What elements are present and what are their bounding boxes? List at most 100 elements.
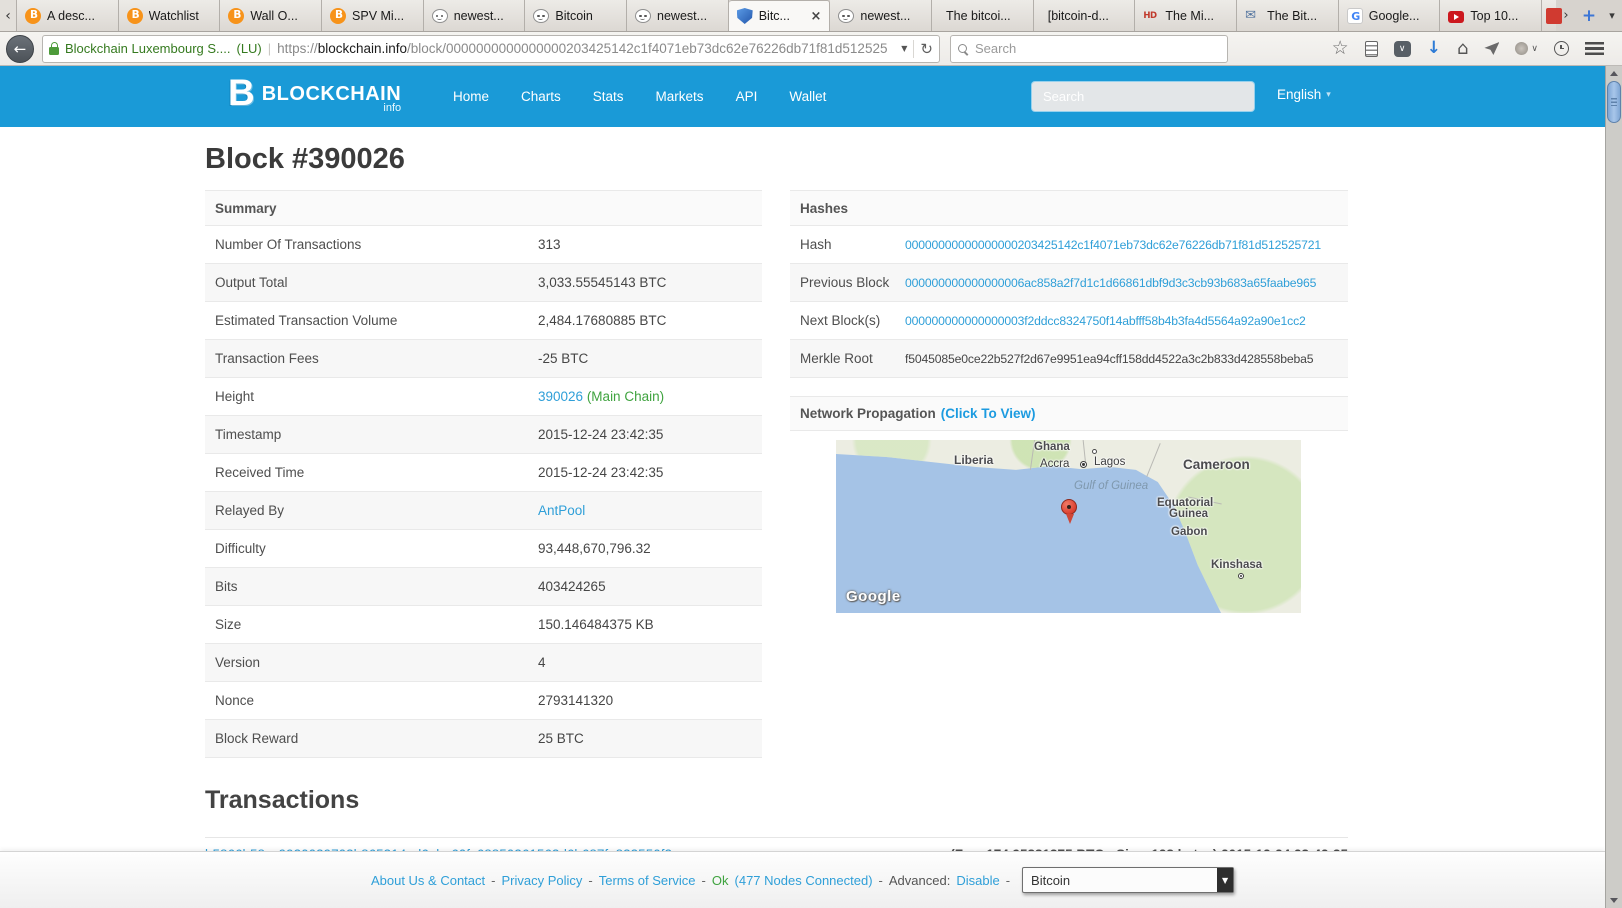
site-nav-wallet[interactable]: Wallet [789,89,827,104]
summary-header: Summary [205,190,762,226]
row-label: Transaction Fees [215,351,319,366]
table-row: Merkle Root f5045085e0ce22b527f2d67e9951e… [790,340,1348,378]
table-row: Estimated Transaction Volume 2,484.176808… [205,302,762,340]
terms-of-service-link[interactable]: Terms of Service [598,872,696,888]
select-dropdown-button[interactable]: ▼ [1217,868,1234,892]
disable-link[interactable]: Disable [956,872,1000,888]
page-footer: About Us & Contact - Privacy Policy - Te… [0,851,1605,908]
hashes-rows: Hash 00000000000000000203425142c1f4071eb7… [790,226,1348,378]
advanced-label: Advanced: [888,872,951,888]
back-button[interactable]: ← [6,34,34,63]
browser-tab[interactable]: newest... [423,0,526,31]
value-text: f5045085e0ce22b527f2d67e9951ea94cff158dd… [905,351,1314,366]
download-icon[interactable]: ↓ [1426,38,1441,58]
vertical-scrollbar[interactable] [1605,66,1622,908]
browser-tab[interactable]: Bitcoin [525,0,628,31]
browser-tab[interactable]: Bitc... × [728,0,831,31]
scrollbar-up-button[interactable] [1606,66,1622,81]
browser-tab[interactable]: The Bit... [1237,0,1339,31]
map-label-accra: Accra [1040,458,1070,470]
row-label: Estimated Transaction Volume [215,313,398,328]
browser-tab[interactable]: SPV Mi... [322,0,424,31]
chevron-right-icon: › [1563,8,1569,23]
row-value: 2793141320 [538,693,762,708]
browser-tab[interactable] [1542,0,1563,31]
browser-tab[interactable]: The Mi... [1135,0,1238,31]
tab-label: Bitc... [758,9,790,23]
site-nav-stats[interactable]: Stats [592,89,624,104]
blockchain-logo[interactable]: B BLOCKCHAIN info [228,74,401,114]
site-nav-charts[interactable]: Charts [521,89,561,104]
browser-tab[interactable]: A desc... [17,0,119,31]
browser-tab[interactable]: Top 10... [1440,0,1543,31]
scrollbar-thumb[interactable] [1607,81,1621,123]
map-marker-pin[interactable] [1061,499,1078,525]
site-search-input[interactable] [1041,88,1245,105]
footer-separator: - [701,872,706,888]
reload-icon[interactable]: ↻ [913,39,933,58]
site-nav-api[interactable]: API [735,89,758,104]
map-label-equatorial-guinea: Equatorial [1157,497,1214,509]
nodes-connected-link[interactable]: (477 Nodes Connected) [734,872,873,888]
clipboard-icon[interactable] [1364,40,1378,57]
browser-tab[interactable]: [bitcoin-d... [1033,0,1136,31]
about-us-link[interactable]: About Us & Contact [370,872,486,888]
value-link[interactable]: 00000000000000000203425142c1f4071eb73dc6… [905,237,1322,252]
browser-search-bar[interactable] [950,34,1228,63]
reddit-icon [431,9,448,23]
bookmark-star-icon[interactable]: ☆ [1331,37,1349,59]
click-to-view-link[interactable]: (Click To View) [940,406,1036,421]
pocket-icon[interactable]: ∨ [1393,40,1411,57]
browser-tab[interactable]: newest... [627,0,729,31]
tab-bar: ‹ A desc... Watchlist Wall O... SPV Mi... ne… [0,0,1622,32]
browser-tab[interactable]: The bitcoi... [932,0,1034,31]
privacy-policy-link[interactable]: Privacy Policy [501,872,583,888]
plugin-button[interactable]: ∨ [1515,42,1538,55]
row-label: Block Reward [215,731,299,746]
new-tab-button[interactable]: + [1576,0,1602,31]
row-value: 000000000000000003f2ddcc8324750f14abfff5… [905,314,1348,328]
row-value: -25 BTC [538,351,762,366]
value-link[interactable]: 000000000000000006ac858a2f7d1c1d66861dbf… [905,275,1317,290]
value-link[interactable]: 390026 [538,389,584,404]
home-icon[interactable]: ⌂ [1456,37,1469,59]
tab-list-button[interactable]: ▾ [1602,0,1622,31]
map-label-liberia: Liberia [954,453,994,467]
site-nav-home[interactable]: Home [453,89,490,104]
browser-search-input[interactable] [973,40,1220,57]
browser-tab[interactable]: newest... [830,0,933,31]
site-identity[interactable]: Blockchain Luxembourg S.... [65,41,231,56]
browser-tab[interactable]: Google... [1338,0,1441,31]
site-search-bar[interactable] [1032,82,1254,111]
value-link[interactable]: 000000000000000003f2ddcc8324750f14abfff5… [905,313,1306,328]
tabs-strip: A desc... Watchlist Wall O... SPV Mi... newe… [17,0,1563,31]
url-text[interactable]: https://blockchain.info/block/0000000000… [277,41,895,56]
tab-scroll-right-button[interactable]: › [1556,0,1576,31]
browser-tab[interactable]: Watchlist [118,0,221,31]
value-link[interactable]: AntPool [538,503,586,518]
tab-label: Google... [1368,8,1420,23]
url-bar[interactable]: Blockchain Luxembourg S.... (LU) | https… [42,34,940,63]
page-title: Block #390026 [205,143,405,175]
scrollbar-down-button[interactable] [1606,893,1622,908]
language-selector[interactable]: English ▾ [1277,87,1331,102]
google-logo[interactable]: Google [846,588,901,605]
currency-select[interactable]: Bitcoin ▼ [1022,867,1235,893]
history-icon[interactable] [1554,41,1569,56]
row-label: Relayed By [215,503,285,518]
triangle-down-icon [1610,898,1618,903]
site-nav-markets[interactable]: Markets [655,89,704,104]
hashes-header: Hashes [790,190,1348,226]
menu-icon[interactable] [1585,42,1604,55]
browser-tab[interactable]: Wall O... [220,0,323,31]
propagation-map[interactable]: Ghana Liberia Accra Lagos Cameroon Gulf … [836,440,1301,613]
tab-label: The Bit... [1267,8,1318,23]
table-row: Output Total 3,033.55545143 BTC [205,264,762,302]
url-dropdown-icon[interactable]: ▼ [901,44,908,53]
row-label: Previous Block [800,275,890,290]
send-icon[interactable] [1484,42,1500,55]
tab-scroll-left-button[interactable]: ‹ [0,0,17,31]
tab-close-icon[interactable]: × [810,8,822,24]
value-text: 2,484.17680885 BTC [538,313,667,328]
